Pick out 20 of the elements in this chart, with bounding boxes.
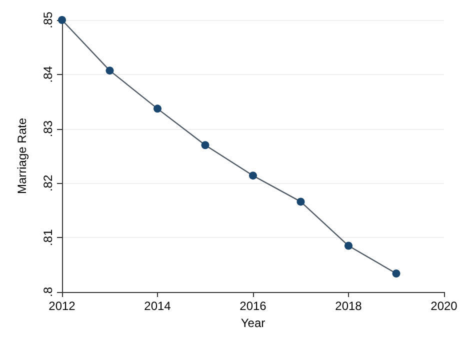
y-tick-label: .85 xyxy=(41,11,55,28)
point xyxy=(392,270,400,278)
point xyxy=(249,172,257,180)
y-tick-label: .84 xyxy=(41,66,55,83)
x-tick-label: 2018 xyxy=(335,299,362,313)
x-tick-label: 2012 xyxy=(48,299,76,313)
x-tick-label: 2016 xyxy=(240,299,267,313)
point xyxy=(154,104,162,113)
point xyxy=(344,242,352,250)
y-tick-label: .81 xyxy=(41,228,55,246)
x-axis-title: Year xyxy=(240,316,266,330)
point xyxy=(296,198,305,206)
x-tick-label: 2020 xyxy=(430,299,458,313)
y-tick-label: .83 xyxy=(41,120,55,138)
y-tick-label: .82 xyxy=(41,174,55,192)
y-tick-label: .8 xyxy=(41,286,55,298)
x-tick-label: 2014 xyxy=(144,299,172,313)
point xyxy=(201,141,210,150)
y-axis-title: Marriage Rate xyxy=(15,118,29,194)
point xyxy=(106,66,114,75)
